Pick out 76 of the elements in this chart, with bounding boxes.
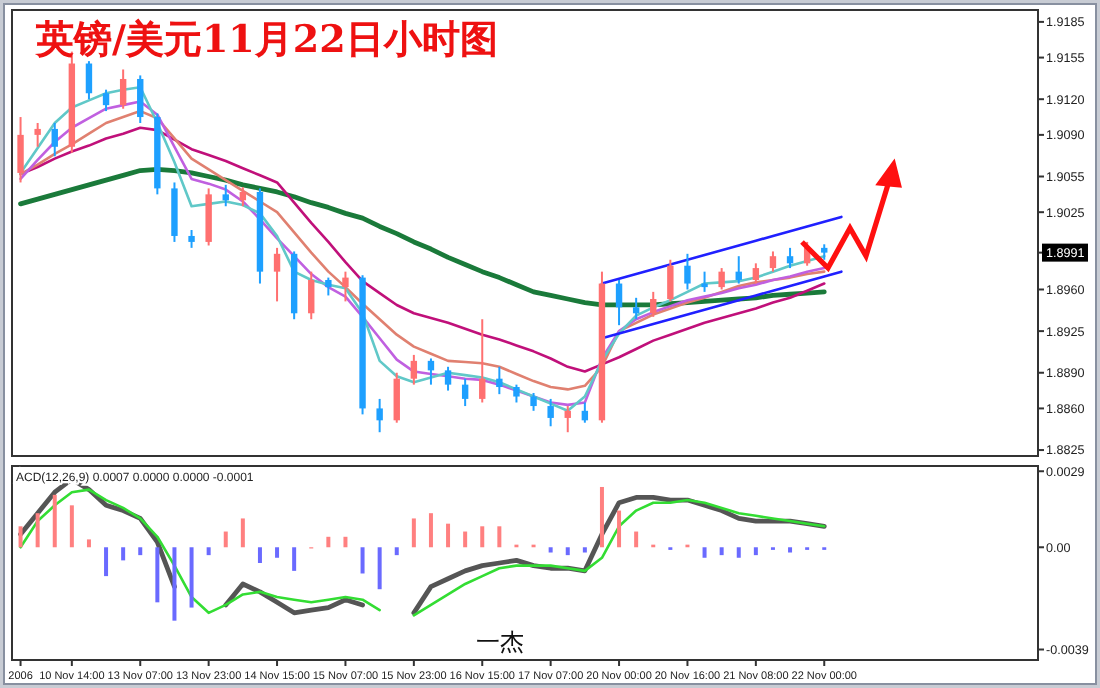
candlestick — [51, 121, 58, 158]
bar — [788, 547, 793, 553]
candlestick — [632, 296, 640, 321]
bar — [360, 547, 365, 574]
bar — [617, 510, 622, 548]
bar — [35, 513, 40, 548]
bar — [189, 547, 194, 608]
bar — [702, 547, 707, 558]
candlestick — [769, 250, 777, 273]
candlestick — [615, 278, 623, 327]
bar — [582, 547, 587, 553]
annotation: 一杰 — [476, 628, 524, 656]
candlestick — [650, 290, 657, 318]
bar — [548, 547, 553, 553]
bar — [394, 547, 399, 556]
candlestick — [684, 252, 691, 291]
bar — [121, 547, 126, 561]
candlestick — [564, 405, 571, 434]
bar — [257, 547, 262, 563]
candlestick — [137, 74, 144, 124]
candlestick — [85, 60, 93, 101]
candlestick — [273, 246, 281, 303]
bar — [155, 547, 160, 603]
bar — [343, 536, 348, 548]
bar — [463, 531, 468, 548]
bar — [428, 513, 433, 548]
bar — [69, 505, 74, 548]
bar — [240, 518, 245, 548]
bar — [599, 486, 604, 548]
candlestick — [205, 187, 212, 247]
bar — [275, 547, 280, 558]
bar — [411, 518, 416, 548]
bar — [138, 547, 143, 556]
candlestick — [718, 267, 725, 291]
bar — [104, 547, 109, 577]
candlestick — [735, 255, 742, 285]
bar — [565, 547, 570, 556]
bar — [719, 547, 724, 556]
candlestick — [461, 377, 469, 408]
candlestick — [444, 365, 452, 392]
bar — [223, 531, 228, 548]
bar — [206, 547, 211, 556]
bar — [480, 526, 485, 548]
bar — [326, 536, 331, 548]
candlestick — [667, 258, 674, 303]
candlestick — [239, 186, 247, 208]
bar — [172, 547, 177, 621]
bar — [634, 531, 639, 548]
candlestick — [547, 397, 554, 428]
candlestick — [479, 318, 486, 404]
bar — [753, 547, 758, 556]
candlestick — [102, 88, 110, 113]
bar — [18, 526, 23, 548]
candlestick — [342, 270, 349, 303]
candlestick — [701, 270, 708, 293]
candlestick — [376, 397, 383, 434]
bar — [446, 523, 451, 548]
bar — [86, 539, 91, 548]
candlestick — [496, 365, 503, 396]
bar — [736, 547, 741, 558]
candlestick — [786, 246, 794, 270]
candlestick — [410, 353, 418, 386]
bar — [292, 547, 297, 571]
candlestick — [34, 121, 41, 148]
candlestick — [752, 262, 760, 285]
candlestick — [222, 183, 229, 208]
candlestick — [393, 371, 400, 424]
candlestick — [171, 181, 178, 243]
bar — [52, 494, 57, 548]
chart-title: 英镑/美元11月22日小时图 — [34, 18, 498, 62]
bar — [377, 547, 382, 590]
bar — [497, 526, 502, 548]
candlestick — [119, 68, 127, 110]
line-series — [600, 270, 843, 340]
candlestick — [308, 270, 315, 321]
candlestick — [17, 116, 24, 184]
